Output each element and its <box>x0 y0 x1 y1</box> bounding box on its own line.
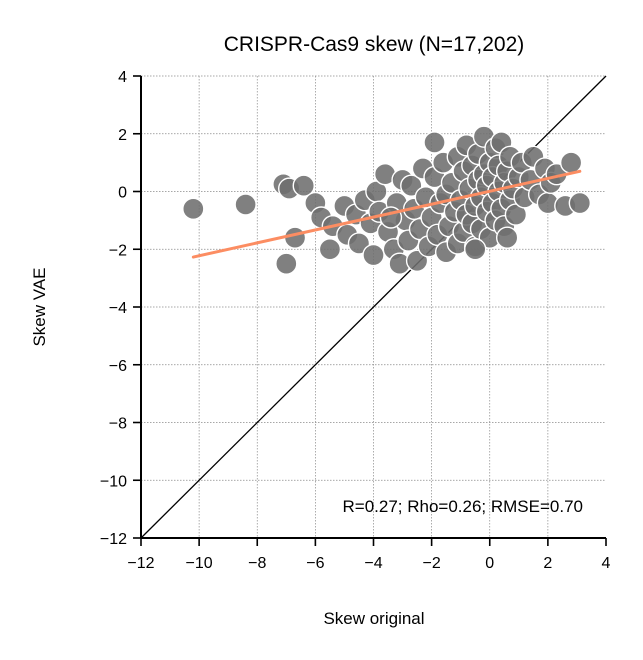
x-tick-label-4: −4 <box>364 555 382 572</box>
scatter-point-17 <box>362 243 385 267</box>
scatter-point-97 <box>495 226 519 249</box>
y-tick-label-3: −6 <box>109 358 127 375</box>
x-axis-label: Skew original <box>323 609 424 628</box>
scatter-point-5 <box>283 226 307 249</box>
x-tick-label-1: −10 <box>186 555 213 572</box>
y-tick-label-7: 2 <box>118 127 127 144</box>
scatter-point-6 <box>275 252 298 275</box>
x-tick-label-2: −8 <box>248 555 266 572</box>
x-tick-label-0: −12 <box>127 555 154 572</box>
y-ticks: −12 −10 −8 −6 −4 −2 0 2 4 <box>100 69 141 548</box>
chart-title: CRISPR-Cas9 skew (N=17,202) <box>224 33 525 56</box>
y-tick-label-2: −8 <box>109 416 127 433</box>
scatter-point-14 <box>347 232 371 255</box>
scatter-points <box>182 125 592 275</box>
scatter-point-4 <box>292 174 315 197</box>
stats-annotation: R=0.27; Rho=0.26; RMSE=0.70 <box>342 497 583 516</box>
y-axis-label: Skew VAE <box>30 267 49 346</box>
scatter-point-9 <box>318 238 342 261</box>
x-tick-label-5: −2 <box>423 555 441 572</box>
scatter-point-94 <box>568 191 592 215</box>
scatter-point-0 <box>182 197 205 221</box>
x-tick-label-6: 0 <box>485 555 494 572</box>
regression-line-path <box>191 169 582 259</box>
scatter-point-96 <box>464 238 487 261</box>
scatter-point-95 <box>423 131 446 154</box>
scatter-point-1 <box>234 193 257 216</box>
regression-line <box>191 169 582 259</box>
y-tick-label-4: −4 <box>109 300 127 317</box>
x-tick-label-8: 4 <box>602 555 611 572</box>
y-tick-label-6: 0 <box>118 185 127 202</box>
y-tick-label-5: −2 <box>109 242 127 259</box>
x-tick-label-3: −6 <box>306 555 324 572</box>
y-tick-label-0: −12 <box>100 531 127 548</box>
scatter-point-28 <box>400 174 423 197</box>
scatter-point-93 <box>559 151 583 174</box>
x-tick-label-7: 2 <box>543 555 552 572</box>
y-tick-label-1: −10 <box>100 473 127 490</box>
x-ticks: −12 −10 −8 −6 −4 −2 0 2 4 <box>127 538 611 572</box>
y-tick-label-8: 4 <box>118 69 127 86</box>
